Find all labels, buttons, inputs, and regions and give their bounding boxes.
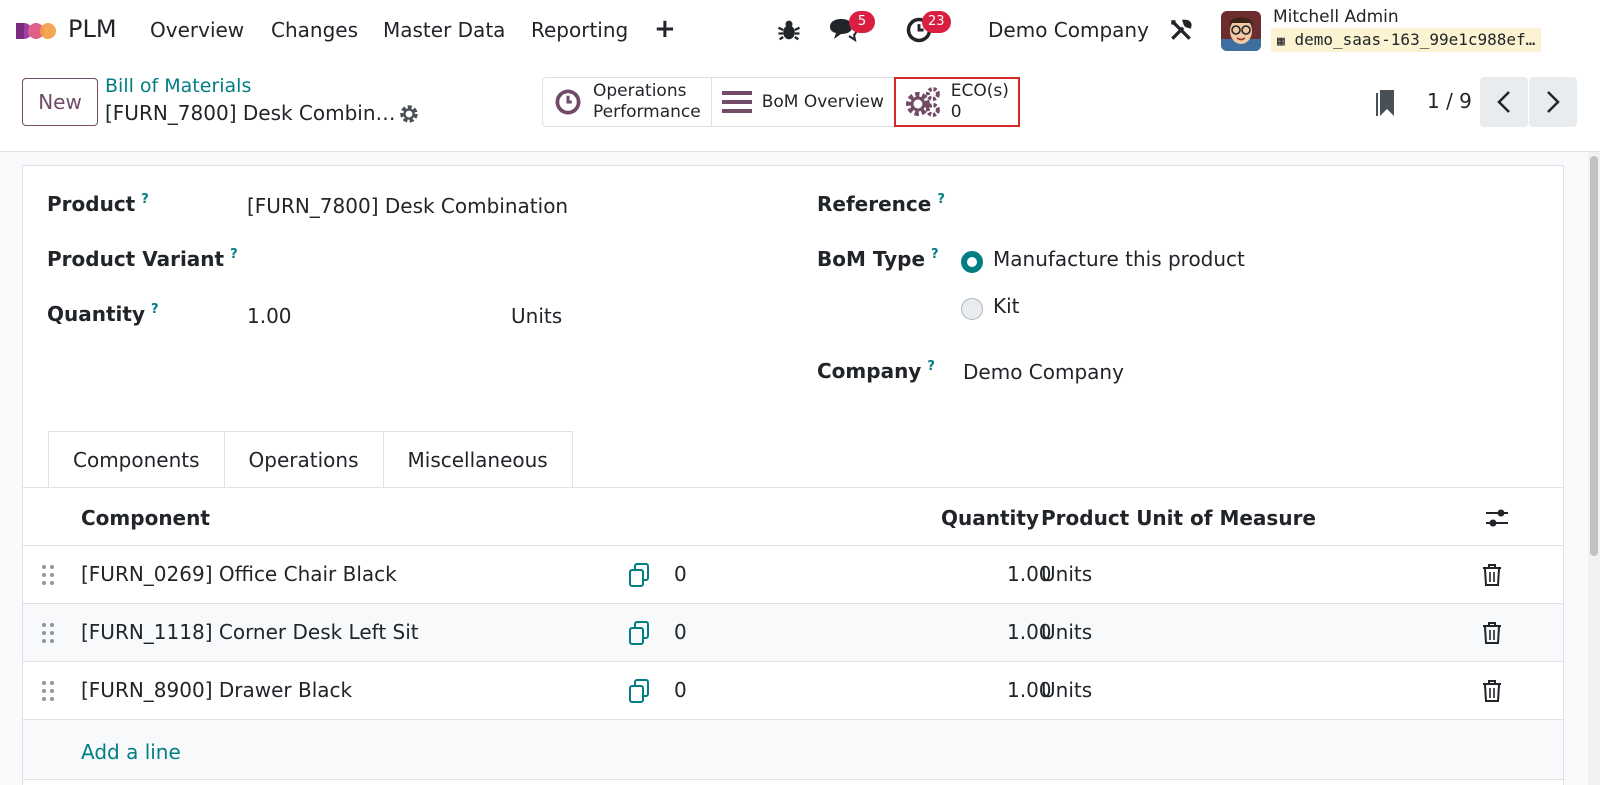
bug-icon[interactable] <box>775 16 803 44</box>
row-component[interactable]: [FURN_0269] Office Chair Black <box>81 562 397 586</box>
database-name: ▦ demo_saas-163_99e1c988ef… <box>1271 28 1542 52</box>
activities-badge: 23 <box>922 11 951 33</box>
table-row[interactable]: [FURN_1118] Corner Desk Left Sit 0 1.00 … <box>23 604 1563 662</box>
column-component[interactable]: Component <box>81 506 210 530</box>
gears-icon <box>905 87 940 117</box>
bom-overview-label: BoM Overview <box>761 91 884 112</box>
user-name[interactable]: Mitchell Admin <box>1273 7 1399 27</box>
row-quantity[interactable]: 1.00 <box>1007 562 1052 586</box>
operations-performance-button[interactable]: Operations Performance <box>543 78 712 126</box>
tabs-divider <box>23 487 1563 488</box>
row-component[interactable]: [FURN_1118] Corner Desk Left Sit <box>81 620 419 644</box>
row-quantity[interactable]: 1.00 <box>1007 678 1052 702</box>
top-navbar: PLM Overview Changes Master Data Reporti… <box>0 0 1600 62</box>
tab-components[interactable]: Components <box>48 431 225 488</box>
quantity-label: Quantity? <box>47 302 159 326</box>
chevron-left-icon <box>1497 91 1510 113</box>
tab-operations[interactable]: Operations <box>223 431 384 488</box>
quantity-field[interactable]: 1.00 <box>247 304 292 328</box>
quantity-uom-field[interactable]: Units <box>511 304 563 328</box>
pager-value[interactable]: 1 / 9 <box>1427 89 1472 113</box>
reference-field[interactable] <box>961 192 1521 222</box>
bom-type-kit-radio[interactable] <box>961 298 983 320</box>
copy-icon[interactable] <box>628 621 650 645</box>
page-scrollbar[interactable] <box>1588 152 1600 785</box>
smart-buttons: Operations Performance BoM Overview ECO(… <box>542 77 1020 127</box>
trash-icon[interactable] <box>1482 564 1502 586</box>
copy-icon[interactable] <box>628 679 650 703</box>
optional-columns-icon[interactable] <box>1485 507 1509 529</box>
notebook-tabs: Components Operations Miscellaneous <box>48 431 573 488</box>
list-icon <box>721 91 752 113</box>
bookmark-icon[interactable] <box>1376 88 1398 118</box>
row-uom[interactable]: Units <box>1041 678 1093 702</box>
record-title: [FURN_7800] Desk Combin… <box>105 101 396 125</box>
ops-line2: Performance <box>593 102 701 122</box>
eco-label: ECO(s) <box>950 81 1009 101</box>
app-name[interactable]: PLM <box>68 15 117 43</box>
add-line-row <box>23 720 1563 780</box>
clock-icon <box>555 89 581 115</box>
bom-type-kit-label[interactable]: Kit <box>993 294 1020 318</box>
column-quantity[interactable]: Quantity <box>941 506 1039 530</box>
tab-miscellaneous[interactable]: Miscellaneous <box>382 431 573 488</box>
bom-type-manufacture-radio[interactable] <box>961 251 983 273</box>
copy-icon[interactable] <box>628 563 650 587</box>
drag-handle-icon[interactable] <box>41 680 55 702</box>
breadcrumb-bill-of-materials[interactable]: Bill of Materials <box>105 75 252 97</box>
menu-reporting[interactable]: Reporting <box>531 18 629 42</box>
components-table-header: Component Quantity Product Unit of Measu… <box>23 488 1563 546</box>
eco-count: 0 <box>950 102 962 122</box>
scrollbar-thumb[interactable] <box>1590 156 1598 556</box>
pager-next-button[interactable] <box>1529 77 1577 127</box>
product-label: Product? <box>47 192 149 216</box>
product-variant-label: Product Variant? <box>47 247 238 271</box>
pager-previous-button[interactable] <box>1480 77 1528 127</box>
menu-overview[interactable]: Overview <box>150 18 245 42</box>
form-sheet: Product? [FURN_7800] Desk Combination Pr… <box>22 165 1564 785</box>
company-switcher[interactable]: Demo Company <box>988 18 1149 42</box>
app-logo-icon[interactable] <box>16 17 58 45</box>
menu-changes[interactable]: Changes <box>271 18 358 42</box>
bom-overview-button[interactable]: BoM Overview <box>712 78 895 126</box>
company-label: Company? <box>817 359 935 383</box>
table-row[interactable]: [FURN_8900] Drawer Black 0 1.00 Units <box>23 662 1563 720</box>
menu-master-data[interactable]: Master Data <box>383 18 506 42</box>
chevron-right-icon <box>1547 91 1560 113</box>
column-uom[interactable]: Product Unit of Measure <box>1041 506 1316 530</box>
drag-handle-icon[interactable] <box>41 622 55 644</box>
drag-handle-icon[interactable] <box>41 564 55 586</box>
trash-icon[interactable] <box>1482 680 1502 702</box>
company-field[interactable]: Demo Company <box>963 360 1124 384</box>
row-uom[interactable]: Units <box>1041 562 1093 586</box>
bom-type-label: BoM Type? <box>817 247 939 271</box>
trash-icon[interactable] <box>1482 622 1502 644</box>
user-avatar[interactable] <box>1221 11 1261 51</box>
eco-button[interactable]: ECO(s) 0 <box>893 77 1020 127</box>
messages-badge: 5 <box>849 11 875 33</box>
actions-gear-icon[interactable] <box>398 103 420 125</box>
new-button[interactable]: New <box>22 78 98 126</box>
reference-label: Reference? <box>817 192 945 216</box>
table-row[interactable]: [FURN_0269] Office Chair Black 0 1.00 Un… <box>23 546 1563 604</box>
bom-type-manufacture-label[interactable]: Manufacture this product <box>993 247 1245 271</box>
row-count: 0 <box>674 620 687 644</box>
debug-tools-icon[interactable] <box>1168 17 1194 43</box>
add-line-link[interactable]: Add a line <box>81 740 181 764</box>
row-quantity[interactable]: 1.00 <box>1007 620 1052 644</box>
row-count: 0 <box>674 678 687 702</box>
ops-line1: Operations <box>593 81 687 101</box>
database-label: demo_saas-163_99e1c988ef… <box>1294 30 1536 49</box>
add-menu-icon[interactable]: + <box>654 14 676 44</box>
row-component[interactable]: [FURN_8900] Drawer Black <box>81 678 353 702</box>
row-uom[interactable]: Units <box>1041 620 1093 644</box>
database-icon: ▦ <box>1277 34 1285 49</box>
product-field[interactable]: [FURN_7800] Desk Combination <box>247 194 569 218</box>
row-count: 0 <box>674 562 687 586</box>
control-panel: New Bill of Materials [FURN_7800] Desk C… <box>0 62 1600 152</box>
product-variant-field[interactable] <box>247 246 767 276</box>
